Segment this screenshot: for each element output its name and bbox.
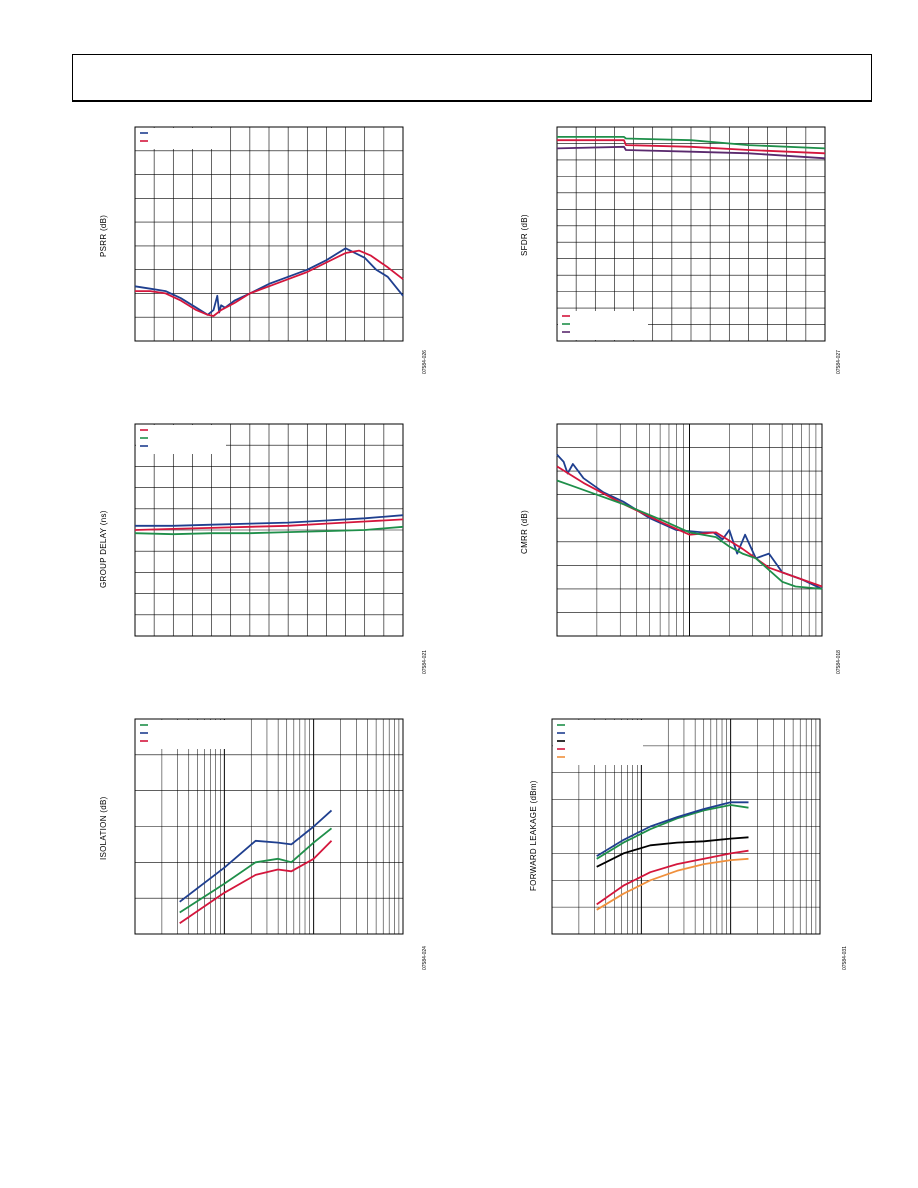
forward_leakage-series-red: [596, 849, 749, 906]
isolation-panel: ISOLATION (dB) 07584-024: [96, 716, 428, 970]
isolation-series-blue: [179, 809, 333, 903]
isolation-series-green: [179, 827, 333, 914]
cmrr-plot-frame: [556, 423, 823, 637]
group_delay-series-blue: [135, 514, 404, 527]
psrr-series-blue: [134, 247, 404, 316]
cmrr-panel: CMRR (dB) 07584-018: [520, 418, 842, 674]
page-header-box: [72, 54, 872, 102]
psrr-panel: PSRR (dB) 07584-026: [96, 120, 428, 374]
cmrr-series-red: [556, 465, 823, 588]
psrr-figure-id: 07584-026: [422, 350, 428, 374]
cmrr-chart: [556, 423, 823, 637]
psrr-plot-frame: [134, 126, 404, 342]
sfdr-gridlines: [557, 127, 825, 341]
forward_leakage-legend-box: [553, 720, 643, 765]
psrr-chart: [134, 126, 404, 342]
psrr-gridlines: [135, 127, 403, 341]
group_delay-series-red: [134, 518, 404, 531]
forward_leakage-plot-frame: [551, 718, 821, 935]
isolation-series-red: [179, 840, 333, 925]
isolation-chart: [134, 718, 404, 935]
sfdr-plot-frame: [556, 126, 826, 342]
cmrr-gridlines: [557, 424, 822, 636]
sfdr-figure-id: 07584-027: [836, 350, 842, 374]
psrr-series-red: [135, 249, 404, 317]
group_delay-series-green: [134, 525, 404, 536]
forward_leakage-series-black: [596, 836, 749, 868]
sfdr-series-green: [557, 135, 826, 150]
isolation-figure-id: 07584-024: [422, 946, 428, 970]
sfdr-series-red: [557, 139, 826, 155]
group-delay-chart: [134, 423, 404, 637]
sfdr-legend-box: [558, 311, 648, 340]
forward_leakage-series-green: [596, 804, 749, 860]
forward_leakage-series-blue: [596, 801, 749, 857]
isolation-plot-frame: [134, 718, 404, 935]
sfdr-series-purple: [556, 145, 826, 160]
group_delay-legend-box: [136, 425, 226, 454]
cmrr-series-green: [556, 479, 823, 590]
forward-leakage-panel: FORWARD LEAKAGE (dBm) 07584-031: [520, 716, 848, 970]
group-delay-panel: GROUP DELAY (ns) 07584-021: [96, 418, 428, 674]
isolation-gridlines: [135, 719, 403, 934]
cmrr-figure-id: 07584-018: [836, 650, 842, 674]
psrr-legend-box: [136, 128, 226, 149]
forward-leakage-figure-id: 07584-031: [842, 946, 848, 970]
forward_leakage-series-orange: [596, 857, 749, 911]
sfdr-chart: [556, 126, 826, 342]
forward-leakage-chart: [551, 718, 821, 935]
sfdr-panel: SFDR (dB) 07584-027: [520, 120, 842, 374]
group-delay-figure-id: 07584-021: [422, 650, 428, 674]
isolation-legend-box: [136, 720, 226, 749]
